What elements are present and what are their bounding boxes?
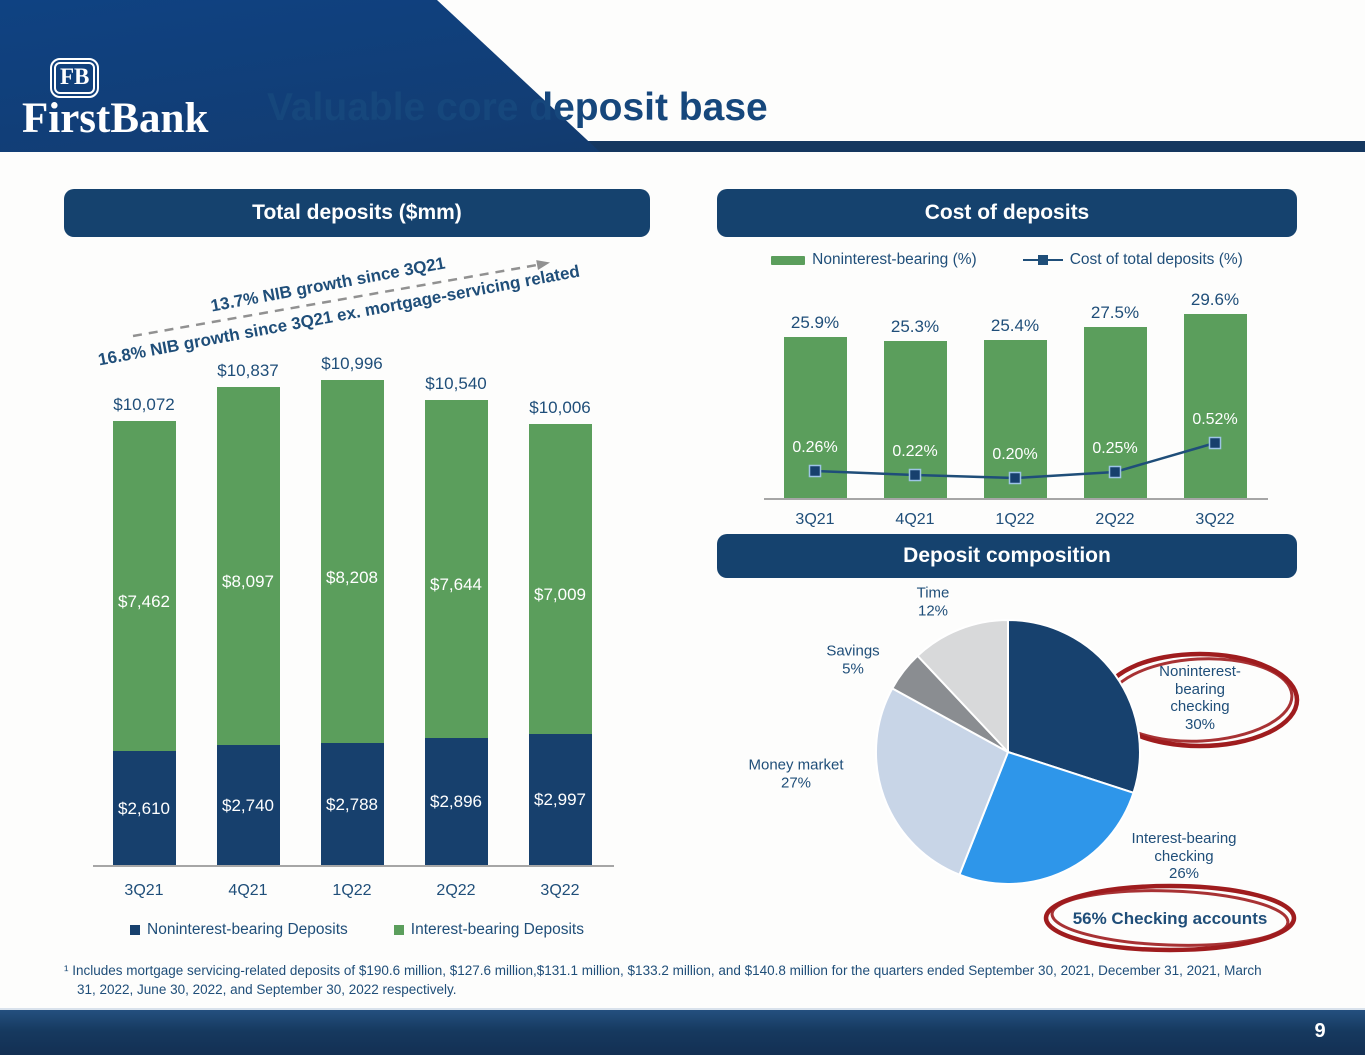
interest-bearing-bar-segment <box>528 424 592 734</box>
legend-label: Noninterest-bearing Deposits <box>147 921 348 938</box>
footer-bar: 9 <box>0 1008 1365 1055</box>
panel-header-total-deposits: Total deposits ($mm) <box>64 189 650 237</box>
legend-item: Interest-bearing Deposits <box>393 921 584 939</box>
footnote-line-2: 31, 2022, June 30, 2022, and September 3… <box>77 982 457 997</box>
total-deposits-x-axis <box>93 865 614 867</box>
legend-swatch <box>130 925 141 935</box>
cost-of-deposits-x-axis <box>764 498 1268 500</box>
cost-bar-segment <box>883 341 947 499</box>
noninterest-bearing-bar-segment <box>112 751 176 866</box>
legend-item: Noninterest-bearing (%) <box>771 251 977 269</box>
legend-line-marker <box>1037 255 1048 265</box>
legend-label: Cost of total deposits (%) <box>1069 251 1243 268</box>
noninterest-bearing-bar-segment <box>424 738 488 866</box>
legend-line-swatch <box>1022 255 1063 265</box>
legend-label: Interest-bearing Deposits <box>410 921 584 938</box>
cost-bar-segment <box>983 340 1047 499</box>
legend-total-deposits: Noninterest-bearing Deposits Interest-bea… <box>64 920 650 940</box>
legend-item: Cost of total deposits (%) <box>1022 251 1243 269</box>
cost-bar-segment <box>783 337 847 499</box>
panel-header-deposit-composition: Deposit composition <box>717 534 1297 578</box>
footnote: ¹ Includes mortgage servicing-related de… <box>64 961 1314 999</box>
header-rule <box>0 141 1365 152</box>
legend-bar-swatch <box>771 255 806 265</box>
interest-bearing-bar-segment <box>424 400 488 738</box>
page-title: Valuable core deposit base <box>267 86 768 129</box>
noninterest-bearing-bar-segment <box>216 745 280 866</box>
interest-bearing-bar-segment <box>320 380 384 743</box>
legend-swatch <box>393 925 404 935</box>
noninterest-bearing-bar-segment <box>320 743 384 866</box>
page-number: 9 <box>1314 1020 1326 1042</box>
panel-header-cost-of-deposits: Cost of deposits <box>717 189 1297 237</box>
logo-name: FirstBank <box>22 95 209 142</box>
legend-item: Noninterest-bearing Deposits <box>130 921 348 939</box>
legend-label: Noninterest-bearing (%) <box>812 251 977 268</box>
interest-bearing-bar-segment <box>112 421 176 751</box>
cost-bar-segment <box>1083 327 1147 499</box>
logo-fb-badge: FB <box>49 58 100 98</box>
legend-cost-of-deposits: Noninterest-bearing (%) Cost of total dep… <box>717 250 1297 270</box>
noninterest-bearing-bar-segment <box>528 734 592 866</box>
cost-bar-segment <box>1183 314 1247 499</box>
footnote-line-1: ¹ Includes mortgage servicing-related de… <box>64 963 1262 978</box>
checking-accounts-callout: 56% Checking accounts <box>1072 909 1268 928</box>
interest-bearing-bar-segment <box>216 387 280 745</box>
